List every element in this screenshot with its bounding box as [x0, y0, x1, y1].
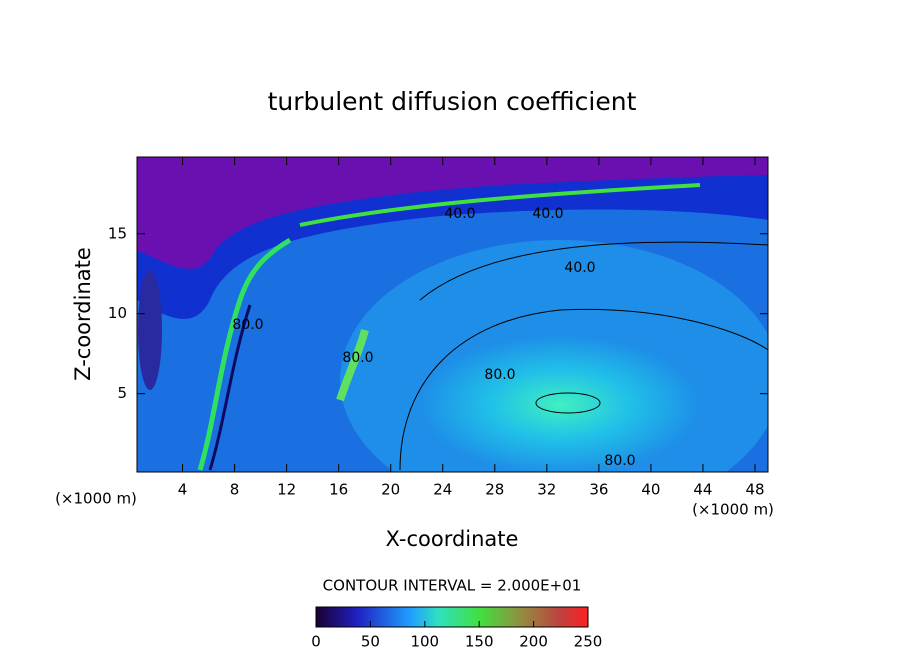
- x-tick-label: 32: [537, 481, 556, 499]
- x-tick-label: 24: [433, 481, 452, 499]
- x-tick-label: 16: [329, 481, 348, 499]
- x-tick-label: 28: [485, 481, 504, 499]
- y-tick-label: 15: [108, 224, 127, 242]
- x-tick-label: 44: [693, 481, 712, 499]
- x-tick-label: 4: [178, 481, 188, 499]
- x-tick-label: 20: [381, 481, 400, 499]
- x-tick-label: 40: [641, 481, 660, 499]
- contour-field: [137, 157, 768, 472]
- contour-interval: CONTOUR INTERVAL = 2.000E+01: [323, 577, 582, 595]
- colorbar-tick-label: 100: [410, 633, 439, 651]
- contour-label: 80.0: [232, 317, 263, 333]
- colorbar-tick-label: 50: [361, 633, 380, 651]
- contour-label: 80.0: [484, 367, 515, 383]
- x-tick-label: 48: [745, 481, 764, 499]
- x-tick-label: 8: [230, 481, 240, 499]
- y-tick-label: 10: [108, 304, 127, 322]
- contour-label: 40.0: [564, 260, 595, 276]
- x-tick-label: 36: [589, 481, 608, 499]
- x-axis-label: X-coordinate: [386, 527, 519, 551]
- contour-label: 40.0: [532, 206, 563, 222]
- colorbar: [315, 606, 589, 628]
- colorbar-tick-label: 0: [311, 633, 321, 651]
- contour-label: 80.0: [604, 453, 635, 469]
- colorbar-tick-label: 200: [519, 633, 548, 651]
- y-unit: (×1000 m): [692, 501, 774, 519]
- x-tick-label: 12: [277, 481, 296, 499]
- colorbar-tick-label: 250: [574, 633, 603, 651]
- chart-title: turbulent diffusion coefficient: [268, 87, 637, 116]
- x-unit: (×1000 m): [55, 490, 137, 508]
- contour-label: 80.0: [342, 350, 373, 366]
- y-tick-label: 5: [117, 384, 127, 402]
- colorbar-tick-label: 150: [465, 633, 494, 651]
- y-axis-label: Z-coordinate: [71, 247, 95, 381]
- contour-label: 40.0: [444, 206, 475, 222]
- plot-frame: [136, 156, 769, 473]
